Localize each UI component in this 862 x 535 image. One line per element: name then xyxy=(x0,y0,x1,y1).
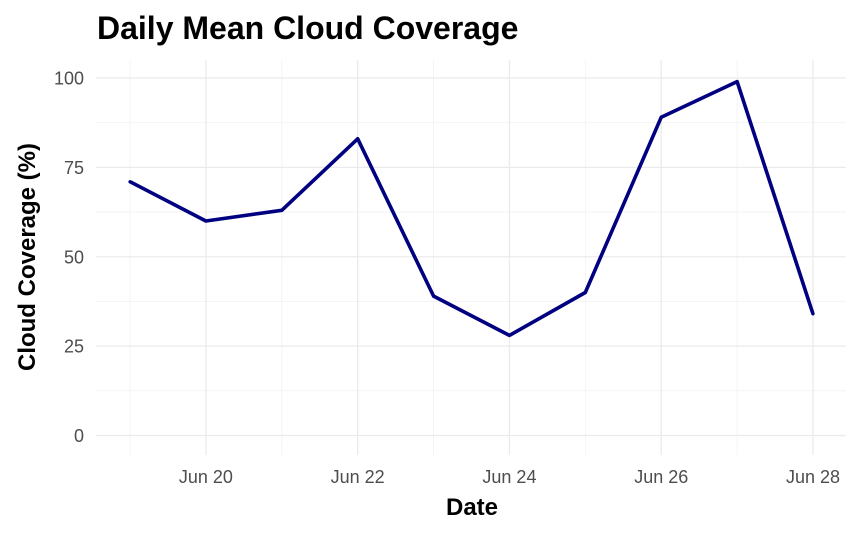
data-point xyxy=(811,312,815,316)
data-point xyxy=(432,294,436,298)
grid xyxy=(96,60,846,455)
series-line xyxy=(129,79,815,338)
y-tick-label: 50 xyxy=(64,247,84,267)
x-axis-ticks: Jun 20 Jun 22 Jun 24 Jun 26 Jun 28 xyxy=(179,467,840,487)
data-point xyxy=(128,180,132,184)
y-tick-label: 25 xyxy=(64,337,84,357)
series-group xyxy=(128,79,815,338)
x-tick-label: Jun 24 xyxy=(482,467,536,487)
data-point xyxy=(356,137,360,141)
y-tick-label: 75 xyxy=(64,158,84,178)
y-axis-title: Cloud Coverage (%) xyxy=(14,143,41,371)
x-axis-title: Date xyxy=(446,494,498,521)
y-tick-label: 100 xyxy=(54,69,84,89)
data-point xyxy=(659,115,663,119)
data-point xyxy=(204,219,208,223)
y-tick-label: 0 xyxy=(74,426,84,446)
x-tick-label: Jun 26 xyxy=(634,467,688,487)
data-point xyxy=(735,80,739,84)
x-tick-label: Jun 28 xyxy=(786,467,840,487)
data-point xyxy=(583,290,587,295)
data-point xyxy=(507,333,511,337)
y-axis-ticks: 0 25 50 75 100 xyxy=(54,69,84,447)
x-tick-label: Jun 22 xyxy=(331,467,385,487)
chart-title: Daily Mean Cloud Coverage xyxy=(97,10,518,46)
data-point xyxy=(280,208,284,212)
x-tick-label: Jun 20 xyxy=(179,467,233,487)
